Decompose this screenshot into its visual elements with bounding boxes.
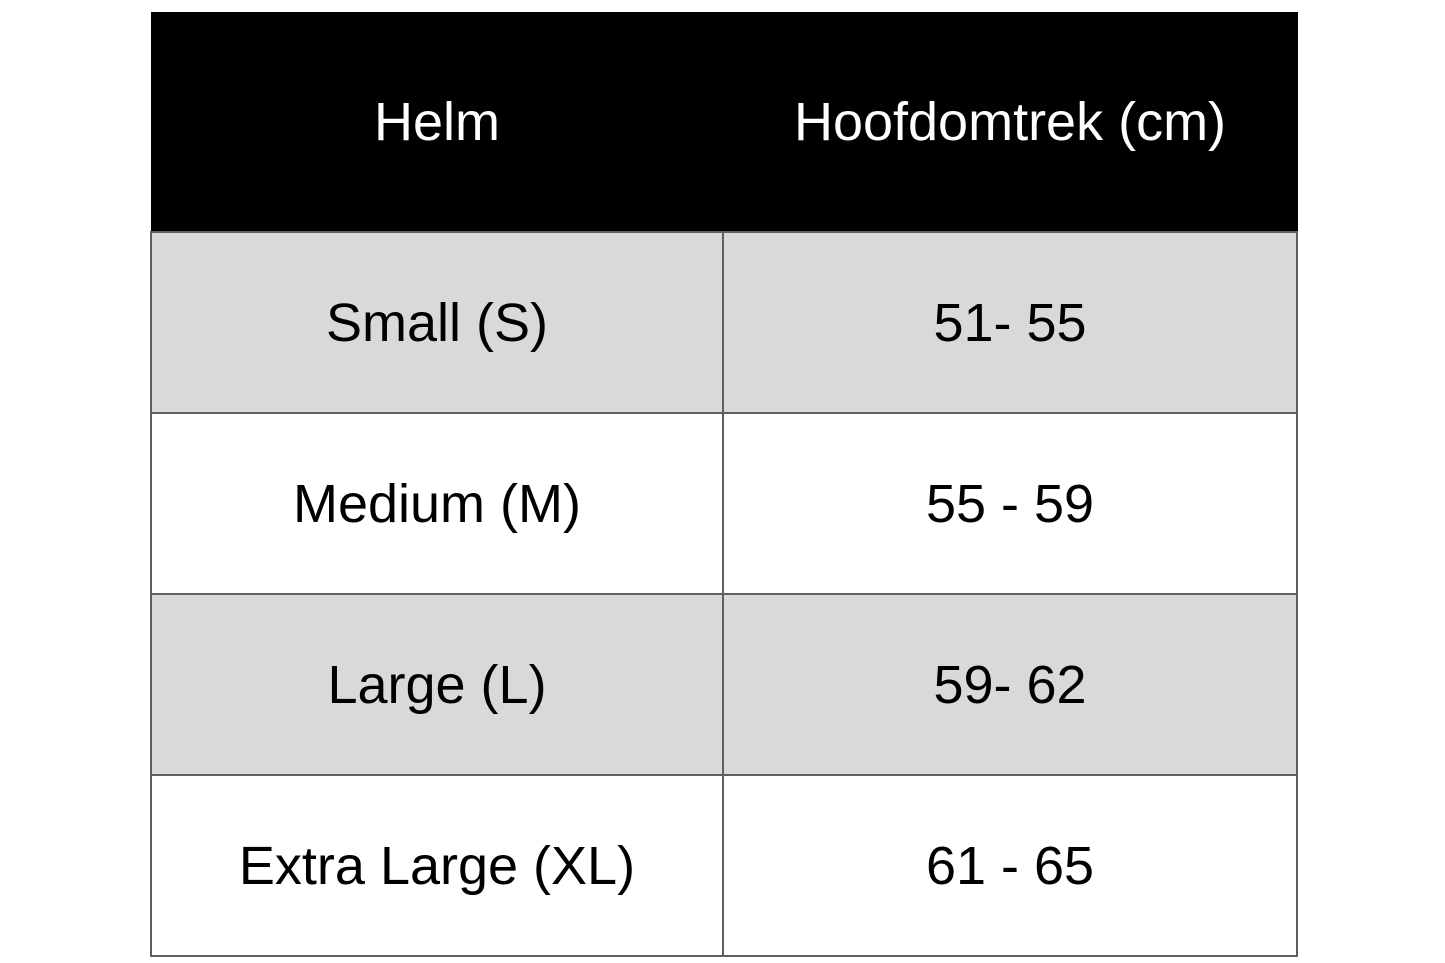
header-hoofdomtrek: Hoofdomtrek (cm)	[722, 12, 1298, 233]
size-cell: Small (S)	[150, 231, 724, 414]
range-cell: 61 - 65	[722, 774, 1298, 957]
size-chart-table: Helm Hoofdomtrek (cm) Small (S) 51- 55 M…	[150, 12, 1298, 957]
size-cell: Large (L)	[150, 593, 724, 776]
range-cell: 51- 55	[722, 231, 1298, 414]
header-row: Helm Hoofdomtrek (cm)	[150, 12, 1298, 233]
table-row: Extra Large (XL) 61 - 65	[150, 774, 1298, 957]
header-helm: Helm	[150, 12, 724, 233]
size-cell: Medium (M)	[150, 412, 724, 595]
table-row: Small (S) 51- 55	[150, 231, 1298, 414]
table-row: Large (L) 59- 62	[150, 593, 1298, 776]
range-cell: 59- 62	[722, 593, 1298, 776]
size-cell: Extra Large (XL)	[150, 774, 724, 957]
range-cell: 55 - 59	[722, 412, 1298, 595]
table-row: Medium (M) 55 - 59	[150, 412, 1298, 595]
